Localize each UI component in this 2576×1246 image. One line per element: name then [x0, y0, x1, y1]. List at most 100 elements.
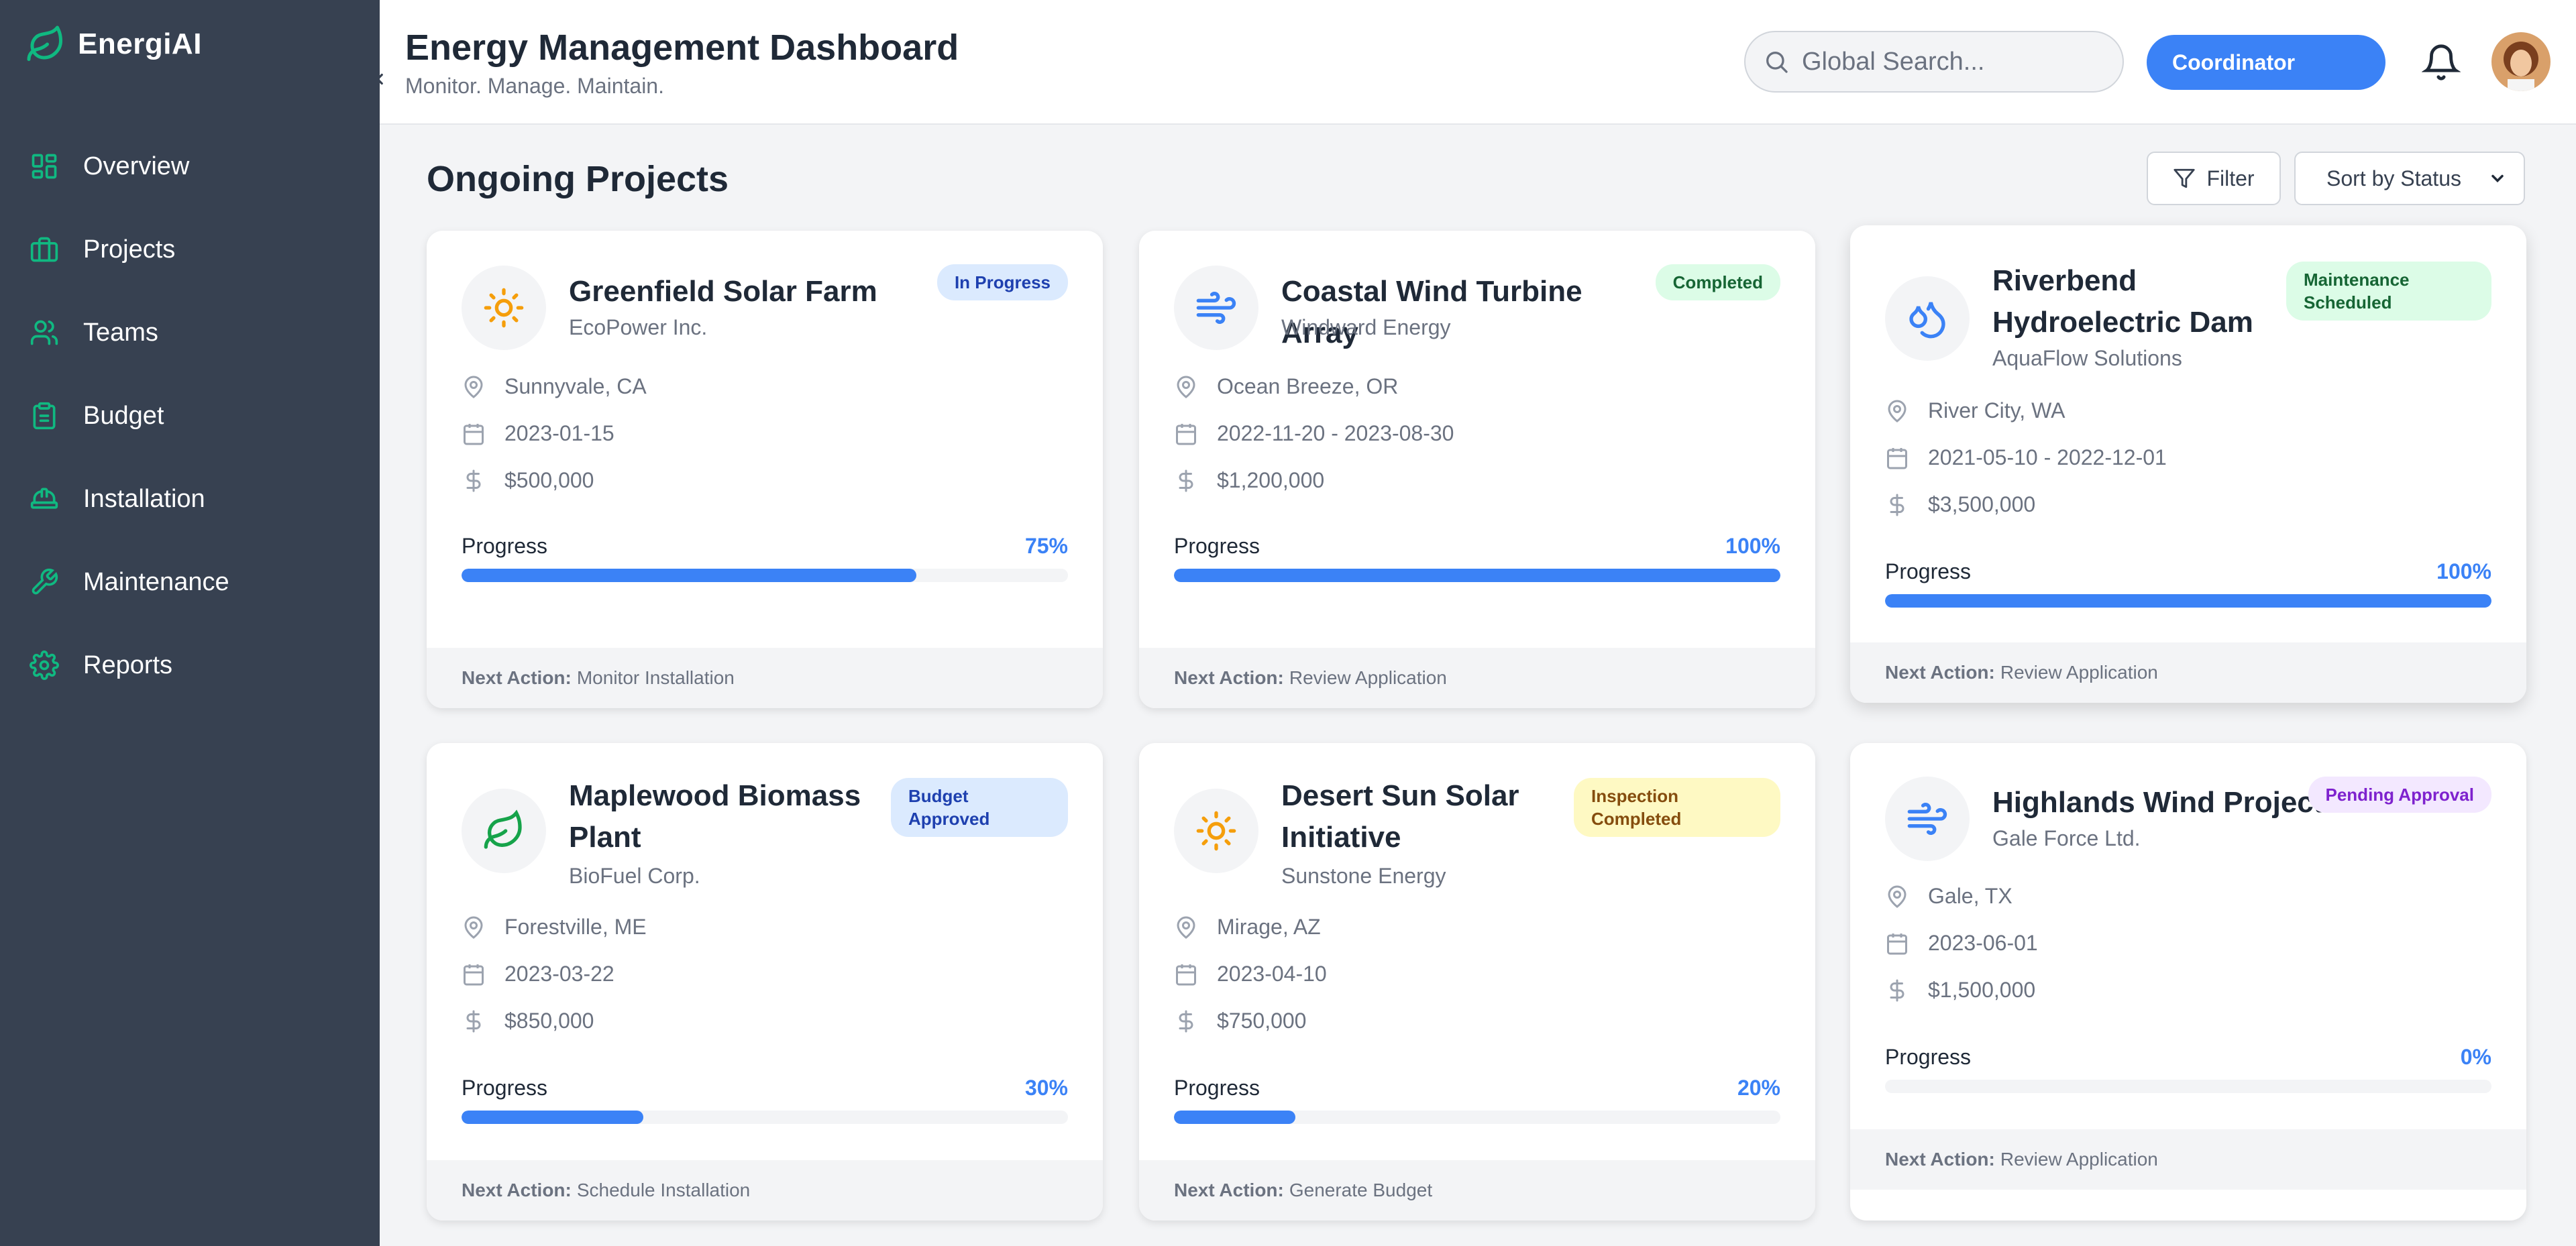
progress-percent: 0%: [2460, 1045, 2491, 1069]
sidebar-item-budget[interactable]: Budget: [0, 374, 380, 457]
project-card[interactable]: Riverbend Hydroelectric Dam AquaFlow Sol…: [1850, 225, 2526, 703]
page-title: Energy Management Dashboard: [405, 27, 959, 68]
next-action: Next Action: Review Application: [1850, 1129, 2526, 1190]
chevron-left-icon: [376, 73, 383, 85]
progress-bar: [1885, 594, 2491, 608]
progress-percent: 100%: [2436, 559, 2491, 583]
sidebar-nav: Overview Projects Teams Budget Installat…: [0, 125, 380, 707]
progress-percent: 20%: [1737, 1076, 1780, 1100]
progress-bar: [1174, 569, 1780, 582]
project-date: 2023-03-22: [462, 962, 614, 986]
sidebar-item-installation[interactable]: Installation: [0, 457, 380, 541]
project-company: Windward Energy: [1281, 315, 1451, 339]
progress-label: Progress: [1885, 559, 1972, 583]
gear-icon: [30, 650, 59, 680]
calendar-icon: [1887, 933, 1907, 954]
calendar-icon: [1887, 447, 1907, 469]
role-selector-button[interactable]: Coordinator: [2147, 35, 2385, 90]
status-badge: In Progress: [936, 264, 1068, 300]
project-location: Mirage, AZ: [1174, 915, 1321, 940]
droplets-icon: [1909, 302, 1945, 339]
global-search[interactable]: [1744, 31, 2124, 93]
users-icon: [30, 320, 58, 345]
project-date: 2023-04-10: [1174, 962, 1327, 986]
sidebar-item-label: Projects: [83, 235, 176, 264]
project-date: 2023-01-15: [462, 421, 614, 446]
next-action: Next Action: Generate Budget: [1139, 1160, 1815, 1221]
filter-button[interactable]: Filter: [2147, 152, 2281, 205]
status-badge: Maintenance Scheduled: [2286, 262, 2491, 321]
map-pin-icon: [1888, 885, 1907, 908]
wind-icon: [1907, 803, 1947, 835]
wrench-icon: [32, 568, 58, 595]
project-card[interactable]: Greenfield Solar Farm EcoPower Inc. In P…: [427, 231, 1103, 708]
sidebar-item-reports[interactable]: Reports: [0, 624, 380, 707]
briefcase-icon: [30, 237, 58, 262]
project-location: Ocean Breeze, OR: [1174, 374, 1398, 399]
project-icon-wrap: [462, 789, 546, 873]
next-action: Next Action: Review Application: [1850, 642, 2526, 703]
sidebar-item-overview[interactable]: Overview: [0, 125, 380, 208]
search-input[interactable]: [1802, 47, 2097, 76]
progress-fill: [462, 1111, 644, 1124]
calendar-icon: [464, 964, 484, 985]
project-card[interactable]: Maplewood Biomass Plant BioFuel Corp. Bu…: [427, 743, 1103, 1221]
project-company: AquaFlow Solutions: [1992, 346, 2182, 370]
progress-bar: [1174, 1111, 1780, 1124]
bell-icon[interactable]: [2422, 42, 2461, 83]
next-action: Next Action: Review Application: [1139, 648, 1815, 708]
status-badge: Inspection Completed: [1574, 778, 1780, 837]
leaf-icon: [484, 809, 522, 849]
project-company: EcoPower Inc.: [569, 315, 708, 339]
sun-icon: [1196, 811, 1236, 851]
progress-percent: 100%: [1725, 534, 1780, 558]
sort-label: Sort by Status: [2326, 166, 2461, 190]
sidebar-item-maintenance[interactable]: Maintenance: [0, 541, 380, 624]
project-title: Highlands Wind Project: [1992, 786, 2324, 819]
user-avatar[interactable]: [2491, 32, 2551, 91]
project-card[interactable]: Coastal Wind Turbine Array Windward Ener…: [1139, 231, 1815, 708]
project-icon-wrap: [1174, 789, 1258, 873]
progress-fill: [1174, 569, 1780, 582]
next-action: Next Action: Schedule Installation: [427, 1160, 1103, 1221]
project-title: Maplewood Biomass Plant: [569, 779, 861, 854]
grid-icon: [32, 154, 57, 179]
project-location: Gale, TX: [1885, 884, 2012, 909]
project-date: 2021-05-10 - 2022-12-01: [1885, 445, 2167, 470]
project-date: 2022-11-20 - 2023-08-30: [1174, 421, 1454, 446]
map-pin-icon: [1888, 400, 1907, 422]
sidebar-item-label: Budget: [83, 401, 164, 430]
map-pin-icon: [1177, 376, 1195, 398]
sort-select[interactable]: Sort by Status: [2294, 152, 2525, 205]
project-icon-wrap: [462, 266, 546, 350]
sidebar-item-projects[interactable]: Projects: [0, 208, 380, 291]
dollar-icon: [466, 1010, 481, 1032]
status-badge: Pending Approval: [2308, 777, 2491, 813]
dollar-icon: [1890, 979, 1904, 1001]
sun-icon: [484, 288, 524, 328]
brand[interactable]: EnergiAI: [25, 24, 202, 64]
project-icon-wrap: [1885, 276, 1970, 361]
progress-bar: [1885, 1080, 2491, 1093]
progress-fill: [1174, 1111, 1295, 1124]
sidebar-item-teams[interactable]: Teams: [0, 291, 380, 374]
status-badge: Budget Approved: [891, 778, 1068, 837]
sidebar-item-label: Installation: [83, 484, 205, 513]
calendar-icon: [1176, 964, 1196, 985]
wind-icon: [1196, 292, 1236, 324]
project-title: Greenfield Solar Farm: [569, 275, 877, 308]
map-pin-icon: [464, 376, 483, 398]
project-company: Sunstone Energy: [1281, 864, 1446, 888]
sidebar-item-label: Teams: [83, 318, 158, 347]
project-budget: $1,500,000: [1885, 978, 2035, 1003]
project-title: Riverbend Hydroelectric Dam: [1992, 264, 2253, 339]
project-company: Gale Force Ltd.: [1992, 826, 2141, 850]
project-icon-wrap: [1174, 266, 1258, 350]
calendar-icon: [1176, 423, 1196, 445]
project-card[interactable]: Desert Sun Solar Initiative Sunstone Ene…: [1139, 743, 1815, 1221]
sidebar-collapse-button[interactable]: [366, 64, 393, 94]
dollar-icon: [1890, 494, 1904, 516]
project-card[interactable]: Highlands Wind Project Gale Force Ltd. P…: [1850, 743, 2526, 1221]
clipboard-icon: [33, 402, 56, 430]
dollar-icon: [466, 469, 481, 492]
